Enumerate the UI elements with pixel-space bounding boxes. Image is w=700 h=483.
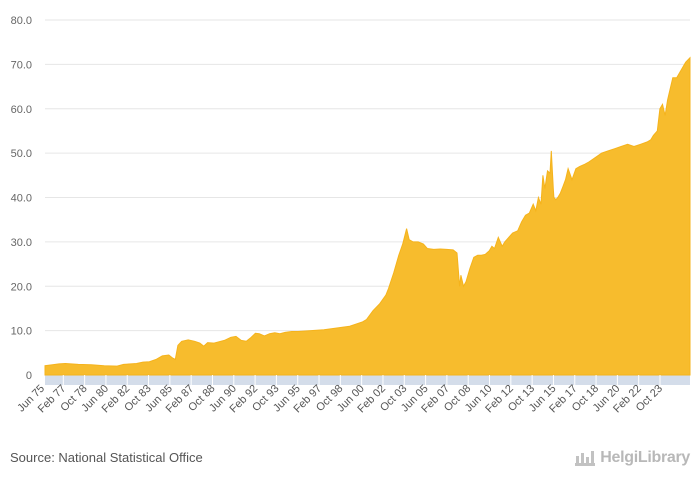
y-tick-label: 20.0 — [11, 281, 32, 293]
brand-name: HelgiLibrary — [600, 449, 690, 466]
library-logo-icon — [575, 451, 596, 466]
brand-logo: HelgiLibrary — [574, 449, 690, 467]
chart: 010.020.030.040.050.060.070.080.0 Jun 75… — [11, 15, 691, 415]
y-tick-label: 10.0 — [11, 326, 32, 338]
source-note: Source: National Statistical Office — [10, 450, 203, 465]
y-tick-label: 70.0 — [11, 59, 32, 71]
y-tick-label: 40.0 — [11, 193, 32, 205]
y-tick-label: 80.0 — [11, 15, 32, 27]
y-tick-label: 60.0 — [11, 104, 32, 116]
y-axis-ticks: 0 10.0 20.0 30.0 40.0 50.0 60.0 70.0 80.0 — [11, 15, 32, 382]
x-axis-band — [45, 375, 690, 385]
area-series-value — [44, 56, 691, 376]
gridlines — [45, 19, 690, 332]
y-tick-label: 30.0 — [11, 237, 32, 249]
y-tick-label: 0 — [26, 370, 32, 382]
y-tick-label: 50.0 — [11, 148, 32, 160]
